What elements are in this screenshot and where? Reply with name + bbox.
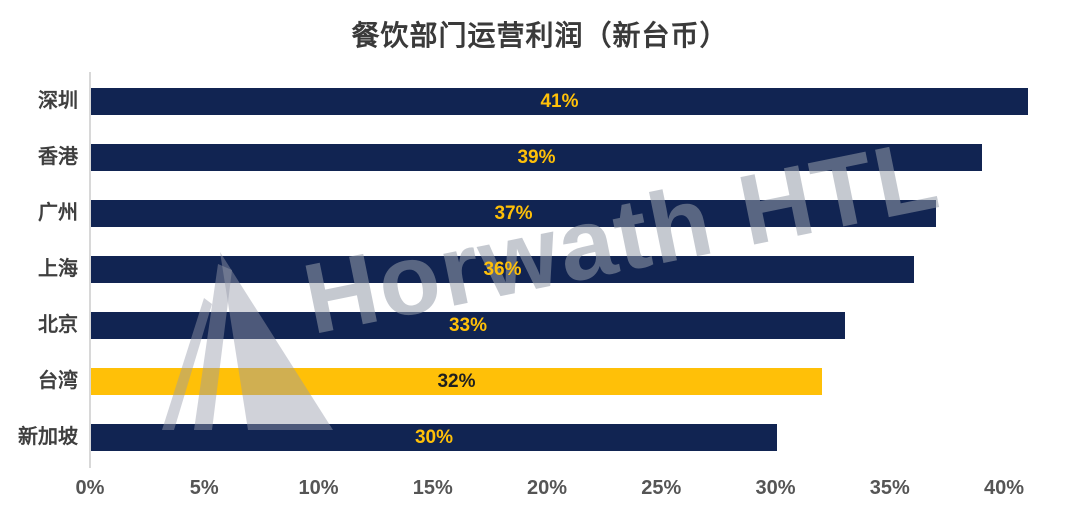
bar xyxy=(91,312,845,339)
value-label: 30% xyxy=(414,427,454,448)
category-label: 新加坡 xyxy=(18,426,78,448)
category-label: 香港 xyxy=(38,146,78,168)
x-tick-label: 40% xyxy=(983,477,1025,499)
category-label: 广州 xyxy=(38,202,78,224)
category-label: 深圳 xyxy=(38,90,78,112)
x-tick-label: 15% xyxy=(412,477,453,499)
bar xyxy=(91,368,822,395)
value-label: 39% xyxy=(517,147,556,168)
x-tick-label: 5% xyxy=(189,477,219,499)
bar xyxy=(91,200,936,227)
value-label: 36% xyxy=(483,259,522,280)
x-tick-label: 25% xyxy=(641,477,682,499)
chart-title: 餐饮部门运营利润（新台币） xyxy=(351,20,729,51)
bar xyxy=(91,144,982,171)
value-label: 33% xyxy=(448,315,488,336)
value-label: 41% xyxy=(540,91,579,112)
value-label: 37% xyxy=(494,203,533,224)
x-tick-label: 35% xyxy=(869,477,910,499)
y-axis-line xyxy=(89,72,91,468)
value-label: 32% xyxy=(437,371,476,392)
x-tick-label: 30% xyxy=(755,477,796,499)
bar xyxy=(91,256,914,283)
x-tick-label: 0% xyxy=(75,477,105,499)
category-label: 北京 xyxy=(38,314,78,336)
bar xyxy=(91,88,1028,115)
x-tick-label: 10% xyxy=(298,477,339,499)
x-tick-label: 20% xyxy=(526,477,568,499)
category-label: 台湾 xyxy=(38,370,78,392)
category-label: 上海 xyxy=(38,258,78,280)
bar xyxy=(91,424,777,451)
